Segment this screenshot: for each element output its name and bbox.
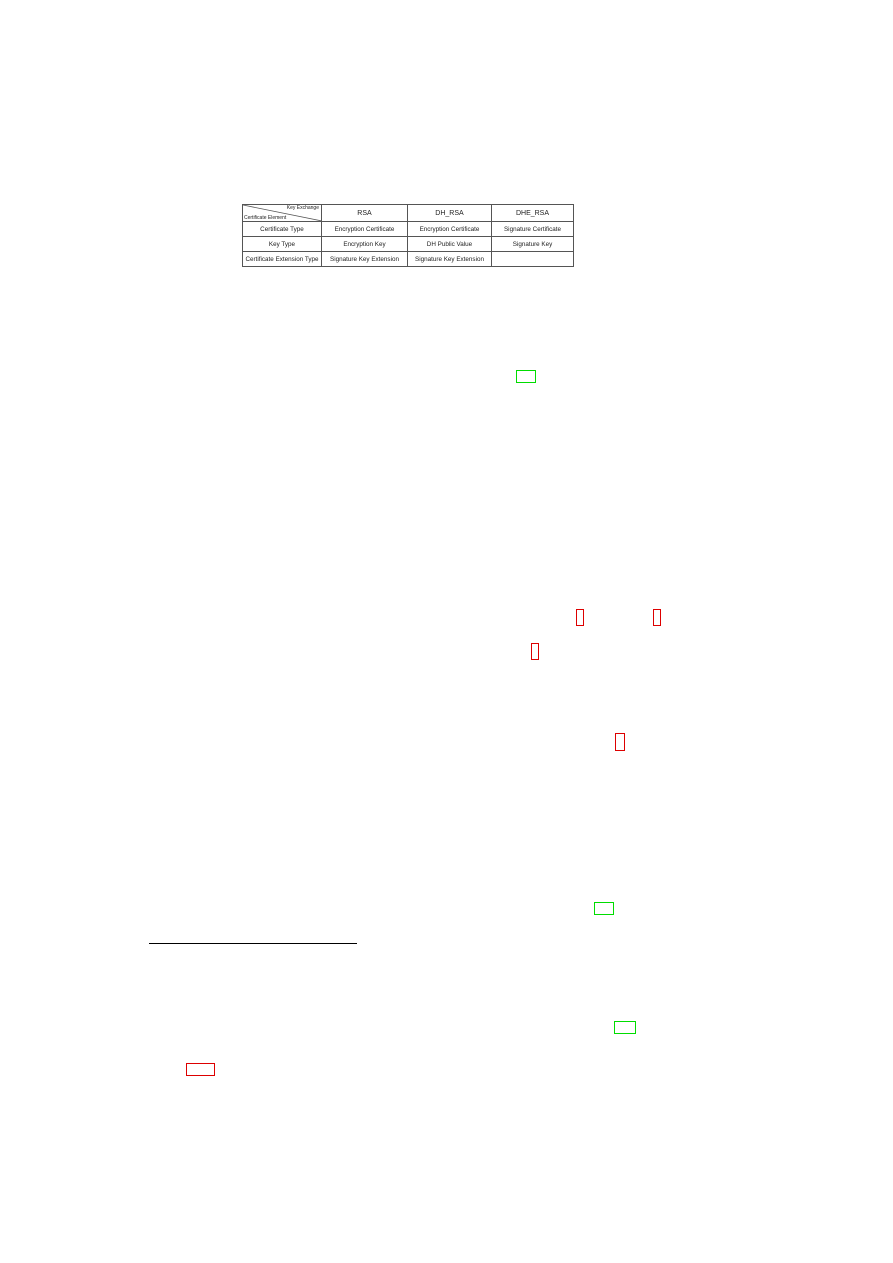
- column-header: DHE_RSA: [491, 204, 574, 222]
- table-cell: Signature Key Extension: [321, 251, 408, 267]
- row-label: Certificate Extension Type: [242, 251, 322, 267]
- reference-link[interactable]: [576, 609, 584, 626]
- diagonal-divider: [243, 205, 321, 221]
- table-cell: Signature Certificate: [491, 221, 574, 237]
- table-cell: Signature Key Extension: [407, 251, 492, 267]
- table-cell: Encryption Certificate: [407, 221, 492, 237]
- row-label: Certificate Type: [242, 221, 322, 237]
- reference-link[interactable]: [531, 643, 539, 660]
- corner-bottom-label: Certificate Element: [244, 215, 287, 221]
- reference-link[interactable]: [186, 1063, 215, 1076]
- table-cell: Encryption Key: [321, 236, 408, 252]
- table-row: Key Type Encryption Key DH Public Value …: [242, 236, 574, 252]
- citation-link[interactable]: [516, 370, 536, 383]
- certificate-table: Key Exchange Certificate Element RSA DH_…: [242, 204, 574, 267]
- table-row: Certificate Extension Type Signature Key…: [242, 251, 574, 267]
- table-cell: Signature Key: [491, 236, 574, 252]
- table-cell: [491, 251, 574, 267]
- column-header: DH_RSA: [407, 204, 492, 222]
- reference-link[interactable]: [615, 733, 625, 751]
- corner-top-label: Key Exchange: [286, 205, 319, 212]
- citation-link[interactable]: [614, 1021, 636, 1034]
- table-cell: Encryption Certificate: [321, 221, 408, 237]
- table-cell: DH Public Value: [407, 236, 492, 252]
- citation-link[interactable]: [594, 902, 614, 915]
- table-corner-cell: Key Exchange Certificate Element: [242, 204, 322, 222]
- column-header: RSA: [321, 204, 408, 222]
- row-label: Key Type: [242, 236, 322, 252]
- table-row: Certificate Type Encryption Certificate …: [242, 221, 574, 237]
- reference-link[interactable]: [653, 609, 661, 626]
- table-header-row: Key Exchange Certificate Element RSA DH_…: [242, 204, 574, 222]
- footnote-separator: [149, 943, 357, 944]
